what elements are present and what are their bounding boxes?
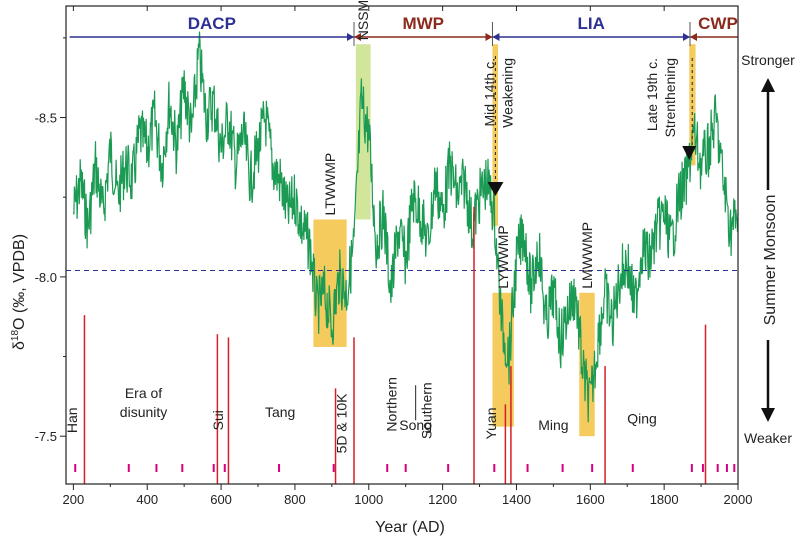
marker-layer <box>66 22 738 484</box>
y-tick-label-0: -8.5 <box>35 111 57 126</box>
mid14-arrow-head <box>487 182 504 196</box>
y-tick-label-1: -8.0 <box>35 270 57 285</box>
annotation-1: Weakening <box>500 58 516 128</box>
x-tick-label-7: 1600 <box>576 492 605 507</box>
period-label-1: MWP <box>402 14 444 33</box>
period-arrow-right-1 <box>485 33 493 41</box>
band-label-2: LYWWMP <box>495 225 511 289</box>
y-tick-label-2: -7.5 <box>35 429 57 444</box>
x-tick-label-6: 1400 <box>502 492 531 507</box>
x-axis-title: Year (AD) <box>375 519 445 536</box>
dynasty-label-8: Song <box>399 417 432 433</box>
dynasty-label-9: Yuan <box>483 407 499 439</box>
y-axis-title-rest: O (‰, VPDB) <box>11 234 28 330</box>
dynasty-label-0: Han <box>64 407 80 433</box>
x-tick-label-5: 1200 <box>428 492 457 507</box>
x-tick-label-8: 1800 <box>650 492 679 507</box>
dynasty-label-2: disunity <box>120 404 167 420</box>
monsoon-arrow-down-head <box>761 408 775 422</box>
dynasty-label-11: Qing <box>627 410 657 426</box>
plot-frame <box>65 5 739 485</box>
shaded-band-3 <box>579 292 595 437</box>
x-tick-label-2: 600 <box>210 492 232 507</box>
period-label-2: LIA <box>578 14 605 33</box>
dynasty-label-6: Northern <box>383 377 399 431</box>
band-label-0: LTWWMP <box>322 153 338 216</box>
dynasty-label-4: Tang <box>265 404 295 420</box>
series-layer <box>72 31 739 423</box>
late19-arrow-head <box>682 146 697 160</box>
delta18o-series <box>72 31 739 423</box>
period-label-3: CWP <box>698 14 738 33</box>
text-layer: LTWWMP NSSMP LYWWMP LMWWMP Han Era of disunity… <box>64 0 738 453</box>
period-arrow-left-2 <box>492 33 500 41</box>
period-arrow-left-1 <box>354 33 361 41</box>
x-tick-label-9: 2000 <box>724 492 753 507</box>
x-tick-label-0: 200 <box>63 492 85 507</box>
period-arrow-right-2 <box>683 33 690 41</box>
right-axis-top-label: Stronger <box>741 52 795 68</box>
shaded-bands <box>313 44 696 437</box>
axes-layer: 200 400 600 800 1000 1200 1400 1600 1800 2000 -8.5… <box>35 5 775 507</box>
monsoon-arrow-up-head <box>761 78 775 92</box>
band-label-1: NSSMP <box>355 0 371 40</box>
y-axis-title: δ18O (‰, VPDB) <box>10 234 28 350</box>
dynasty-label-5: 5D & 10K <box>334 393 350 454</box>
right-axis-bottom-label: Weaker <box>744 430 792 446</box>
annotation-3: Strenthening <box>662 58 678 137</box>
shaded-band-5 <box>689 44 696 166</box>
y-axis-title-delta: δ <box>11 341 28 350</box>
dynasty-label-1: Era of <box>125 385 162 401</box>
y-axis-title-sup: 18 <box>10 330 21 342</box>
annotation-2: Late 19th c. <box>644 58 660 131</box>
x-tick-label-4: 1000 <box>354 492 383 507</box>
right-axis-label: Summer Monsoon <box>762 195 779 326</box>
dynasty-label-10: Ming <box>538 417 568 433</box>
period-label-0: DACP <box>188 14 236 33</box>
band-label-3: LMWWMP <box>579 222 595 289</box>
x-tick-label-3: 800 <box>284 492 306 507</box>
period-arrow-left-3 <box>690 33 697 41</box>
shaded-band-2 <box>492 292 514 427</box>
shaded-band-1 <box>355 44 371 220</box>
dynasty-label-7: Southern <box>419 382 435 439</box>
annotation-0: Mid 14th c. <box>482 58 498 126</box>
x-tick-label-1: 400 <box>136 492 158 507</box>
period-arrow-right-0 <box>347 33 354 41</box>
dynasty-label-3: Sui <box>210 410 226 430</box>
